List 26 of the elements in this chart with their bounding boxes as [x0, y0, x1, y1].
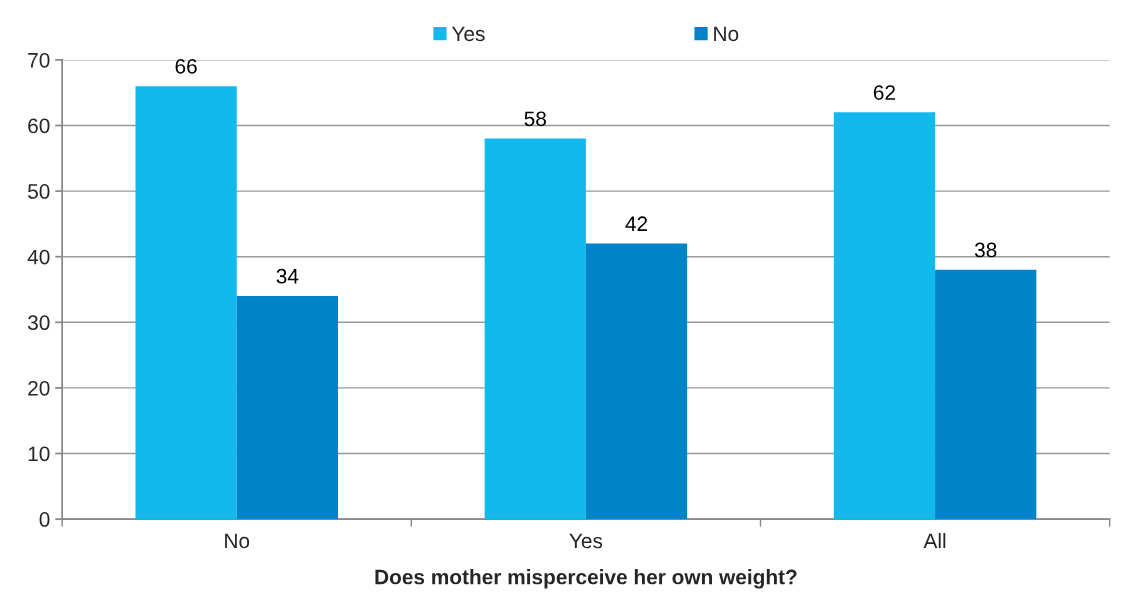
data-label: 66 — [175, 58, 197, 74]
bar — [236, 296, 338, 520]
y-tick-label: 20 — [28, 380, 50, 396]
y-tick-label: 10 — [28, 446, 50, 462]
x-tick-label: All — [923, 532, 946, 549]
bar — [833, 112, 936, 520]
legend-label: Yes — [451, 26, 485, 42]
y-tick-label: 40 — [27, 249, 50, 265]
bar — [484, 138, 586, 520]
y-tick-label: 0 — [39, 512, 50, 527]
y-tick-label: 60 — [28, 118, 50, 134]
bar — [135, 86, 237, 520]
y-tick-label: 50 — [28, 184, 50, 199]
y-tick-label: 30 — [27, 315, 50, 331]
legend-label: No — [714, 26, 739, 42]
x-tick-label: Yes — [569, 533, 603, 549]
data-label: 34 — [276, 268, 299, 284]
y-tick-label: 70 — [28, 52, 50, 68]
x-tick-label: No — [225, 533, 250, 549]
data-label: 38 — [974, 242, 997, 258]
data-label: 62 — [873, 85, 895, 100]
data-label: 42 — [625, 216, 648, 231]
bar — [935, 269, 1037, 520]
x-axis-title: Does mother misperceive her own weight? — [375, 569, 797, 589]
bar — [585, 243, 688, 520]
data-label: 58 — [524, 111, 546, 127]
